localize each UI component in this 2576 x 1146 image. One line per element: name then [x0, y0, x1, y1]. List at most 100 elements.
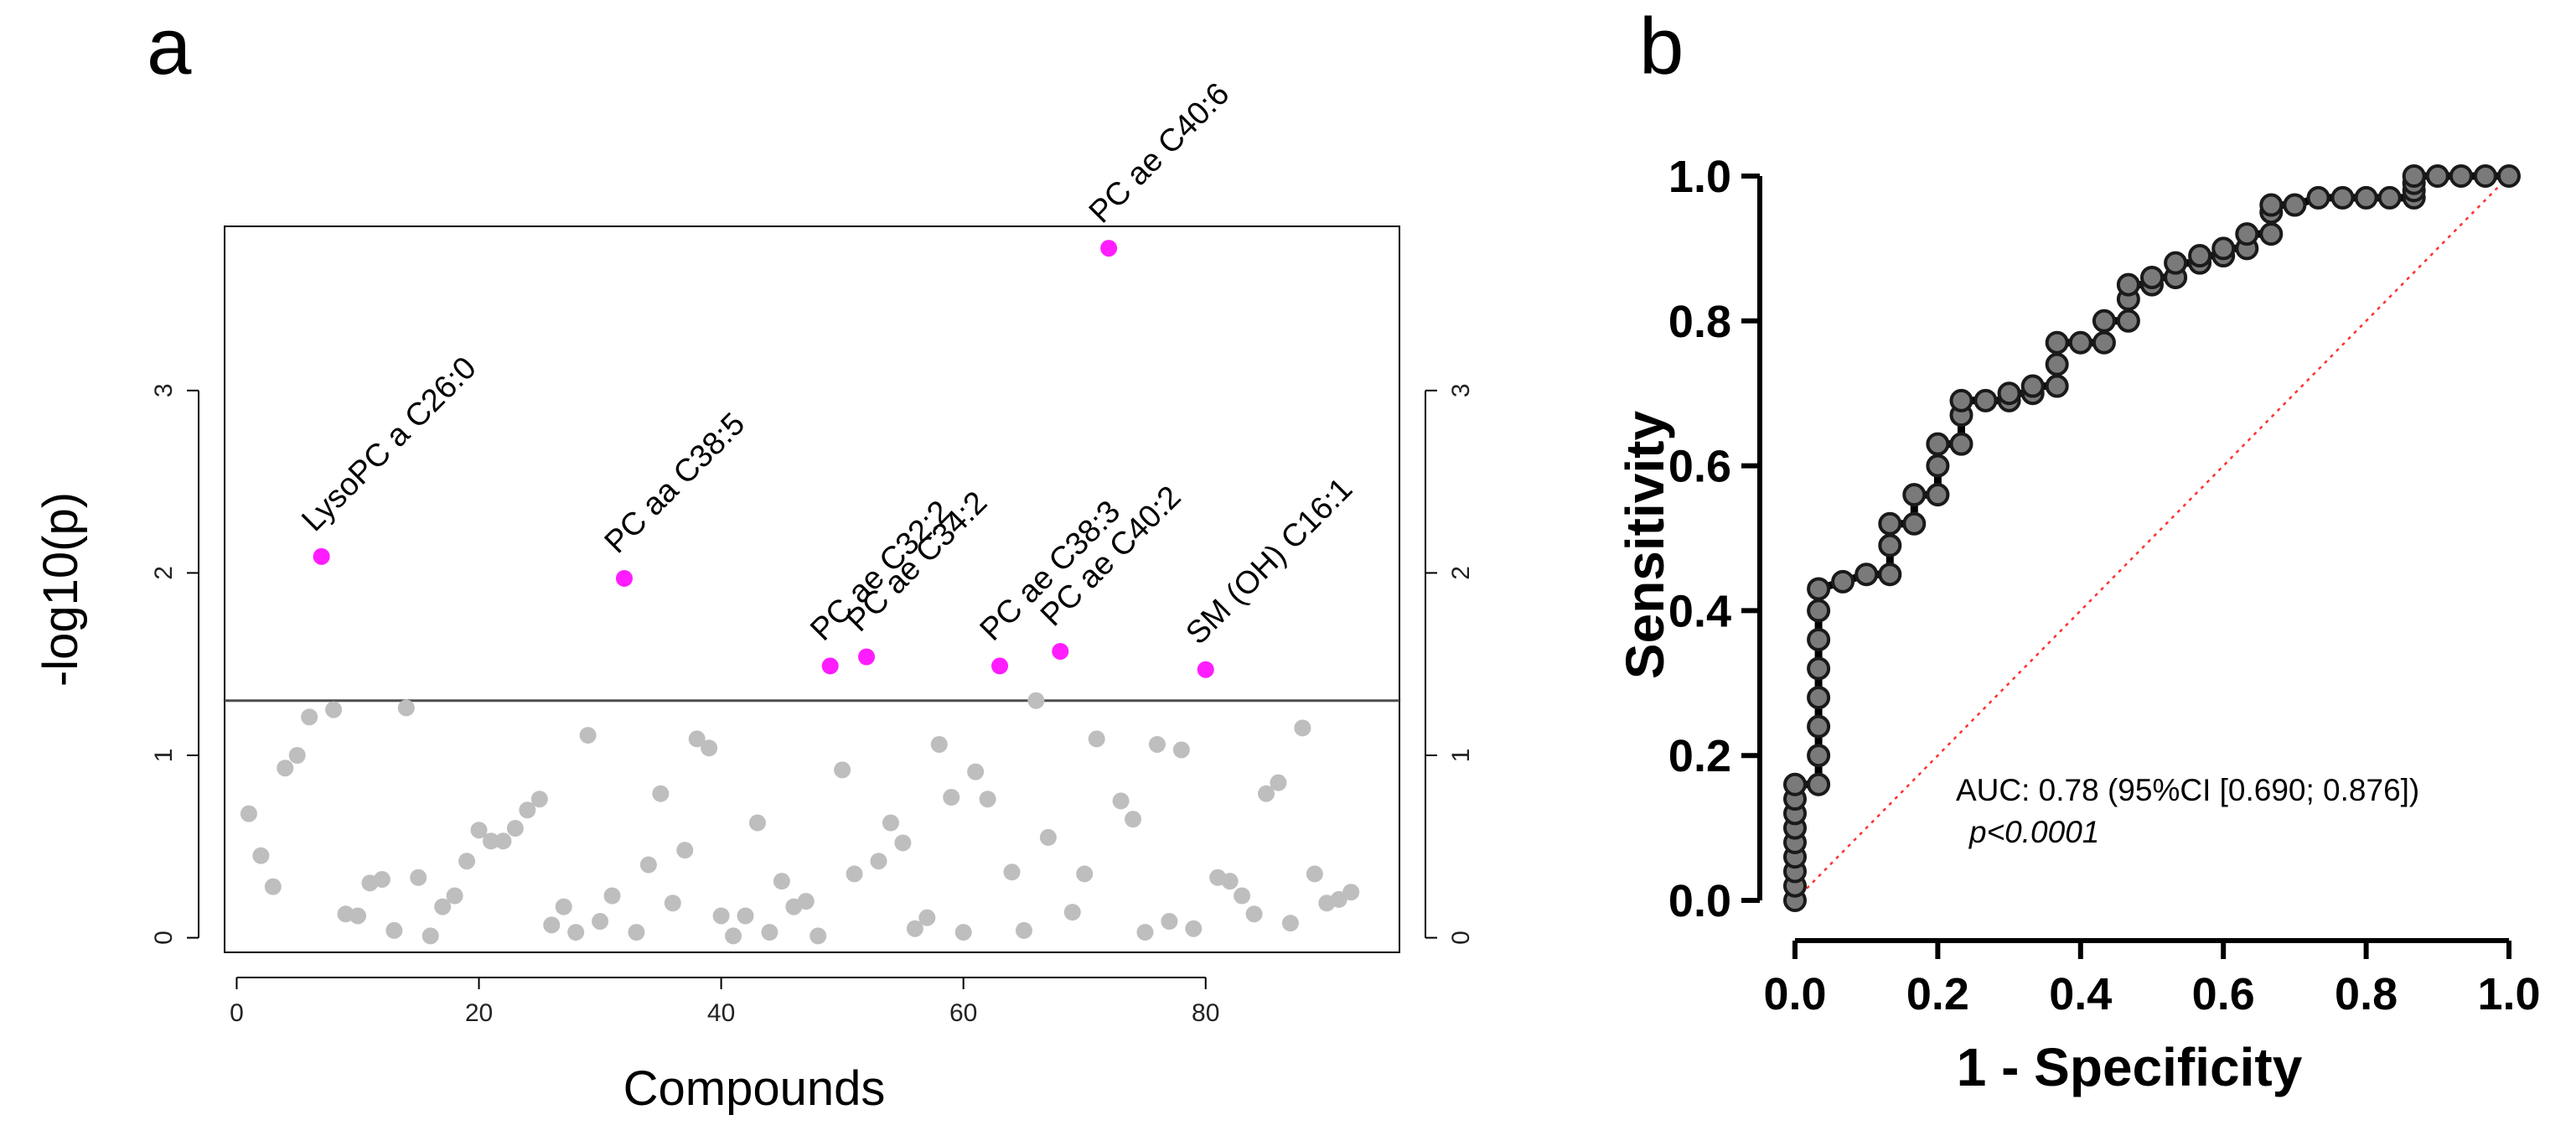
auc-annotation: AUC: 0.78 (95%CI [0.690; 0.876]): [1956, 773, 2419, 807]
roc-point: [1807, 656, 1831, 681]
plot-a-annotations: LysoPC a C26:0 PC aa C38:5PC ae C32:2PC a…: [295, 76, 1359, 651]
roc-point: [1949, 432, 1973, 456]
compound-point: [943, 789, 960, 806]
y-axis-label-log10p: -log10(p): [34, 492, 88, 687]
roc-x-tick-label: 1.0: [2477, 969, 2540, 1019]
compound-point: [894, 834, 912, 852]
compound-point: [652, 785, 670, 802]
roc-point: [1783, 772, 1807, 796]
compound-point: [1027, 692, 1045, 709]
compound-point: [422, 927, 439, 945]
compound-point: [1039, 828, 1057, 846]
p-value-annotation: p<0.0001: [1968, 815, 2099, 849]
roc-point: [2235, 222, 2259, 246]
y-tick-label-right: 0: [1447, 931, 1475, 945]
compound-point: [773, 873, 790, 890]
compound-point: [1245, 905, 1263, 923]
compound-point: [1172, 741, 1190, 759]
roc-point: [1878, 533, 1902, 557]
compound-point: [240, 805, 257, 822]
roc-point: [2283, 193, 2307, 217]
compound-point: [918, 909, 936, 926]
x-tick-label: 0: [230, 999, 244, 1027]
compound-point: [797, 893, 815, 910]
roc-point: [1902, 483, 1927, 507]
roc-point: [1807, 744, 1831, 768]
significant-compound-point: [821, 657, 839, 675]
compound-point: [1294, 719, 1311, 737]
compound-annotation: PC ae C40:6: [1083, 76, 1237, 231]
y-tick-label-left: 2: [150, 566, 178, 580]
plot-a-frame: [224, 226, 1400, 953]
roc-y-tick-label: 0.8: [1668, 297, 1731, 347]
y-axis-label-sensitivity: Sensitivity: [1615, 411, 1675, 680]
compound-annotation: PC ae C32:2: [804, 494, 958, 648]
compound-annotation: SM (OH) C16:1: [1179, 471, 1359, 651]
compound-point: [1234, 887, 1251, 905]
roc-y-tick-label: 0.4: [1668, 586, 1731, 636]
panel-b-letter: b: [1639, 2, 1684, 91]
roc-point: [1878, 563, 1902, 587]
roc-point: [1807, 714, 1831, 739]
roc-point: [1854, 563, 1879, 587]
roc-x-tick-label: 0.8: [2335, 969, 2398, 1019]
roc-point: [1831, 569, 1855, 594]
roc-point: [2377, 185, 2402, 210]
x-axis-label-specificity: 1 - Specificity: [1957, 1037, 2303, 1097]
roc-point: [1807, 577, 1831, 601]
compound-point: [834, 761, 851, 779]
y-tick-label-right: 3: [1447, 383, 1475, 397]
compound-annotation: PC ae C34:2: [841, 485, 995, 639]
roc-point: [2259, 193, 2284, 217]
roc-y-tick-label: 0.6: [1668, 442, 1731, 492]
roc-point: [2116, 272, 2140, 297]
compound-point: [470, 822, 488, 839]
compound-point: [603, 887, 621, 905]
compound-point: [373, 870, 391, 888]
roc-point: [2497, 164, 2521, 188]
compound-point: [1306, 865, 1323, 883]
roc-point: [1807, 599, 1831, 623]
compound-point: [688, 730, 706, 748]
roc-point: [2211, 236, 2236, 261]
compound-point: [1003, 863, 1021, 881]
compound-point: [870, 853, 887, 870]
compound-point: [543, 916, 561, 934]
manhattan-plot: 0 20 40 60 80 0 1 2 3 0 1 2 3 LysoPC a C26:0 PC aa C3…: [34, 76, 1475, 1116]
compound-point: [1125, 811, 1142, 828]
compound-point: [325, 701, 343, 718]
roc-point: [1949, 388, 1973, 412]
x-tick-label: 20: [465, 999, 493, 1027]
roc-curve-markers: [1783, 164, 2521, 912]
compound-point: [748, 814, 766, 832]
roc-point: [2306, 185, 2330, 210]
roc-point: [2092, 330, 2116, 355]
roc-point: [1878, 511, 1902, 536]
roc-y-tick-label: 0.0: [1668, 876, 1731, 926]
compound-point: [567, 924, 585, 941]
significant-compound-point: [313, 547, 330, 565]
roc-point: [1973, 388, 1998, 412]
roc-point: [1807, 627, 1831, 651]
compound-point: [1161, 913, 1178, 931]
roc-point: [1902, 511, 1927, 536]
compound-point: [846, 865, 863, 883]
chance-reference-line: [1794, 175, 2510, 901]
compound-point: [397, 699, 415, 717]
compound-point: [446, 887, 463, 905]
compound-point: [482, 832, 499, 850]
compound-point: [1088, 730, 1105, 748]
compound-point: [277, 760, 294, 777]
roc-point: [2020, 374, 2045, 398]
roc-point: [2259, 222, 2284, 246]
compound-point: [676, 842, 694, 859]
compound-point: [410, 869, 427, 886]
compound-point: [712, 907, 730, 925]
roc-point: [2045, 352, 2069, 376]
x-tick-label: 80: [1192, 999, 1219, 1027]
compound-point: [664, 895, 681, 912]
y-tick-label-left: 1: [150, 749, 178, 763]
compound-point: [967, 763, 985, 780]
roc-point: [2045, 374, 2069, 398]
roc-point: [2402, 164, 2426, 188]
